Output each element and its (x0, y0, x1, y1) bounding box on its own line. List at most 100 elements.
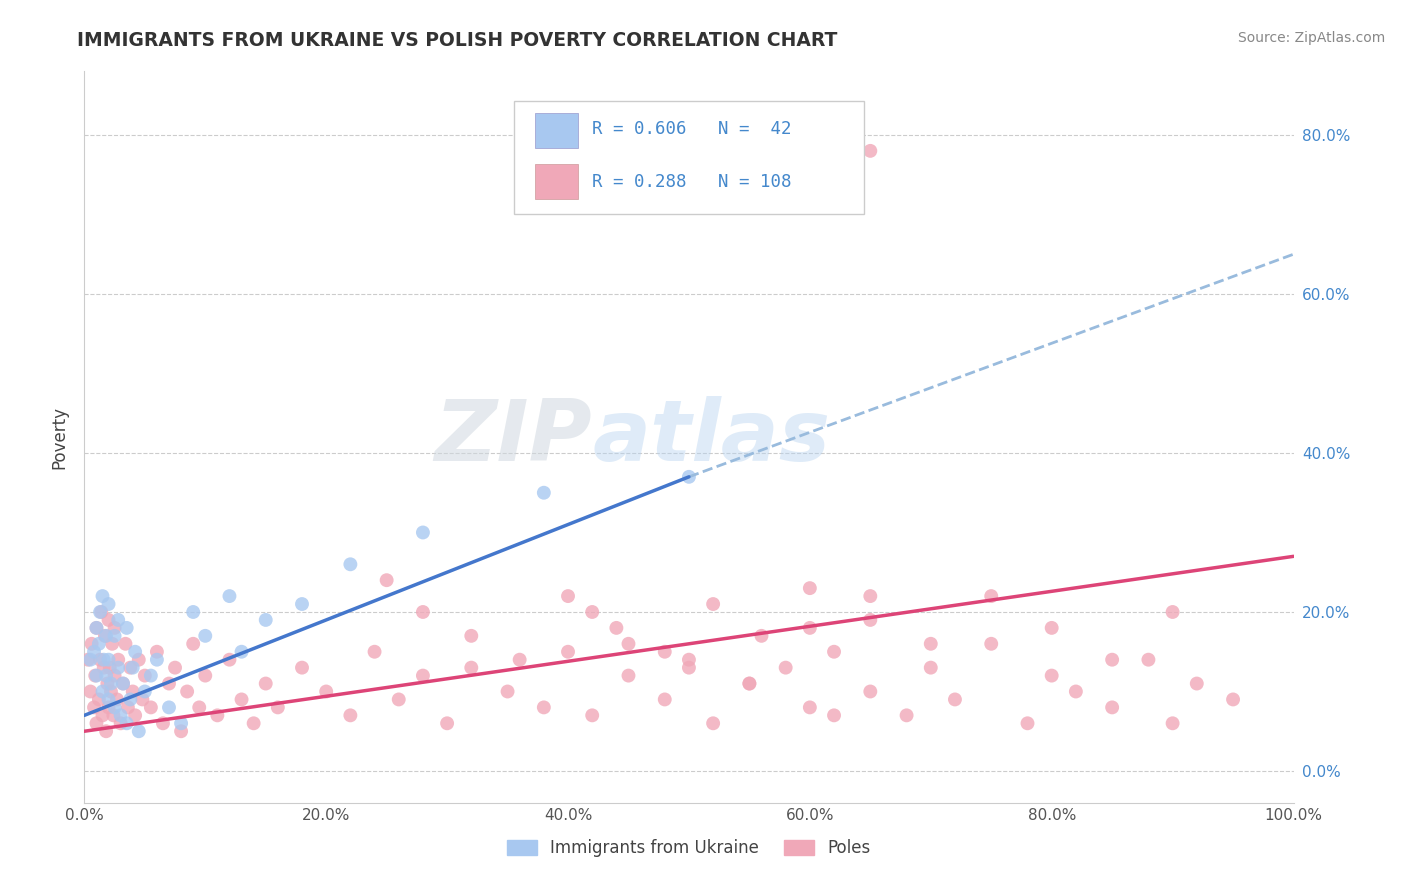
Point (339, 708, 361, 723)
Point (131, 692, 153, 706)
Point (242, 716, 264, 731)
Point (823, 708, 845, 723)
Point (100, 676, 122, 690)
Point (654, 645, 676, 659)
Point (91, 684, 114, 698)
Point (509, 653, 531, 667)
Point (617, 668, 640, 682)
Point (157, 676, 180, 690)
Point (124, 708, 146, 723)
Point (375, 573, 398, 587)
Point (218, 653, 240, 667)
Point (1017, 716, 1039, 731)
Point (110, 716, 132, 731)
Bar (536, 113, 578, 148)
Point (1222, 692, 1244, 706)
Point (79, 653, 101, 667)
Legend: Immigrants from Ukraine, Poles: Immigrants from Ukraine, Poles (501, 832, 877, 864)
Point (107, 653, 129, 667)
Point (170, 724, 193, 739)
Point (100, 684, 122, 698)
Point (557, 589, 579, 603)
Point (80, 637, 103, 651)
Point (678, 470, 700, 484)
Point (87, 637, 110, 651)
Point (267, 700, 290, 714)
Point (823, 645, 845, 659)
Point (617, 637, 640, 651)
Point (557, 645, 579, 659)
Point (1064, 684, 1087, 698)
Point (181, 605, 204, 619)
Point (339, 558, 361, 572)
Point (103, 708, 125, 723)
Point (128, 724, 150, 739)
Text: ZIP: ZIP (434, 395, 592, 479)
Point (97, 653, 120, 667)
Point (581, 708, 603, 723)
Point (533, 700, 555, 714)
Point (93, 660, 115, 674)
Point (1161, 605, 1184, 619)
Point (90, 605, 112, 619)
Point (678, 653, 700, 667)
Point (146, 645, 169, 659)
Point (702, 716, 724, 731)
Point (181, 637, 204, 651)
Point (84, 668, 107, 682)
Point (89, 653, 111, 667)
Point (799, 581, 821, 595)
FancyBboxPatch shape (513, 101, 865, 214)
Point (121, 684, 143, 698)
Point (207, 708, 229, 723)
Point (86, 621, 108, 635)
Point (104, 700, 127, 714)
Point (105, 692, 128, 706)
Point (859, 684, 882, 698)
Point (101, 637, 124, 651)
Point (254, 613, 277, 627)
Point (799, 700, 821, 714)
Point (738, 676, 761, 690)
Point (412, 605, 434, 619)
Point (91, 708, 114, 723)
Point (188, 700, 211, 714)
Point (231, 645, 253, 659)
Point (738, 676, 761, 690)
Point (896, 708, 918, 723)
Point (678, 660, 700, 674)
Point (412, 668, 434, 682)
Point (943, 692, 966, 706)
Point (436, 716, 458, 731)
Point (496, 684, 519, 698)
Point (775, 660, 797, 674)
Point (291, 660, 314, 674)
Point (1101, 700, 1123, 714)
Point (388, 692, 411, 706)
Point (1101, 653, 1123, 667)
Y-axis label: Poverty: Poverty (51, 406, 69, 468)
Point (114, 637, 136, 651)
Point (91, 589, 114, 603)
Point (104, 629, 127, 643)
Point (859, 144, 882, 158)
Point (134, 684, 156, 698)
Point (104, 668, 127, 682)
Point (121, 660, 143, 674)
Point (146, 653, 169, 667)
Point (97, 597, 120, 611)
Point (859, 613, 882, 627)
Point (120, 660, 142, 674)
Point (97, 700, 120, 714)
Point (363, 645, 385, 659)
Point (799, 621, 821, 635)
Point (117, 700, 139, 714)
Point (107, 613, 129, 627)
Point (110, 708, 132, 723)
Text: IMMIGRANTS FROM UKRAINE VS POLISH POVERTY CORRELATION CHART: IMMIGRANTS FROM UKRAINE VS POLISH POVERT… (77, 31, 838, 50)
Point (157, 700, 180, 714)
Point (112, 676, 135, 690)
Point (751, 629, 773, 643)
Point (94, 724, 117, 739)
Point (86, 621, 108, 635)
